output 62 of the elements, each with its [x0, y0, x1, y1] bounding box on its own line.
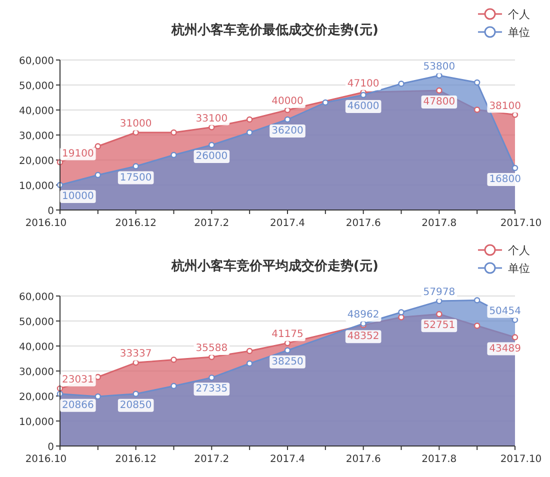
x-tick-label: 2016.12: [115, 454, 157, 465]
data-label: 57978: [423, 287, 456, 298]
y-tick-label: 60,000: [19, 56, 54, 67]
y-tick-label: 30,000: [19, 367, 54, 378]
legend-label: 单位: [508, 26, 530, 39]
data-label: 17500: [120, 172, 152, 184]
data-label: 43489: [489, 343, 521, 354]
y-tick-label: 10,000: [19, 417, 54, 428]
y-tick-label: 60,000: [19, 292, 54, 303]
data-label: 33100: [196, 113, 228, 124]
y-tick-label: 50,000: [19, 81, 54, 92]
data-label: 35588: [196, 343, 228, 354]
data-label: 47800: [423, 96, 456, 108]
y-tick-label: 40,000: [19, 342, 54, 353]
legend-label: 个人: [508, 8, 530, 21]
data-label: 26000: [196, 151, 228, 162]
chart-title: 杭州小客车竞价平均成交价走势(元): [170, 258, 378, 274]
data-label: 52751: [423, 320, 456, 332]
data-label: 41175: [272, 329, 304, 340]
data-label: 40000: [272, 96, 304, 107]
y-tick-label: 40,000: [19, 106, 54, 117]
y-tick-label: 20,000: [19, 156, 54, 167]
x-tick-label: 2016.10: [25, 218, 67, 229]
x-tick-label: 2017.2: [194, 218, 230, 229]
x-tick-label: 2016.12: [115, 218, 157, 229]
data-label: 46000: [347, 101, 380, 112]
y-tick-label: 20,000: [19, 392, 54, 403]
y-tick-label: 30,000: [19, 131, 54, 142]
data-label: 20866: [62, 400, 94, 411]
data-label: 20850: [120, 400, 152, 411]
x-tick-label: 2017.2: [194, 454, 230, 465]
data-label: 38100: [489, 100, 521, 112]
data-label: 53800: [423, 62, 456, 72]
x-tick-label: 2016.10: [25, 454, 67, 465]
x-tick-label: 2017.8: [422, 218, 457, 229]
x-tick-label: 2017.6: [346, 218, 381, 229]
y-tick-label: 10,000: [19, 181, 54, 192]
chart-title: 杭州小客车竞价最低成交价走势(元): [170, 22, 378, 38]
data-label: 23031: [62, 374, 94, 386]
y-tick-label: 0: [48, 442, 54, 453]
y-tick-label: 0: [48, 206, 54, 217]
x-tick-label: 2017.4: [270, 454, 305, 465]
data-label: 48962: [347, 310, 380, 321]
data-label: 27335: [196, 384, 228, 395]
data-label: 33337: [120, 348, 152, 360]
data-label: 16800: [489, 174, 521, 185]
data-label: 36200: [272, 126, 304, 136]
data-label: 48352: [347, 331, 380, 342]
data-label: 31000: [120, 118, 152, 130]
y-tick-label: 50,000: [19, 317, 54, 328]
legend-label: 个人: [508, 244, 530, 257]
x-tick-label: 2017.8: [422, 454, 457, 465]
data-label: 38250: [272, 356, 304, 368]
data-label: 47100: [347, 78, 380, 90]
legend-label: 单位: [508, 262, 530, 275]
x-tick-label: 2017.10: [500, 218, 542, 229]
x-tick-label: 2017.10: [500, 454, 542, 465]
data-label: 19100: [62, 148, 94, 160]
data-label: 50454: [489, 306, 521, 317]
x-tick-label: 2017.4: [270, 218, 305, 229]
x-tick-label: 2017.6: [346, 454, 381, 465]
data-label: 10000: [62, 191, 94, 202]
